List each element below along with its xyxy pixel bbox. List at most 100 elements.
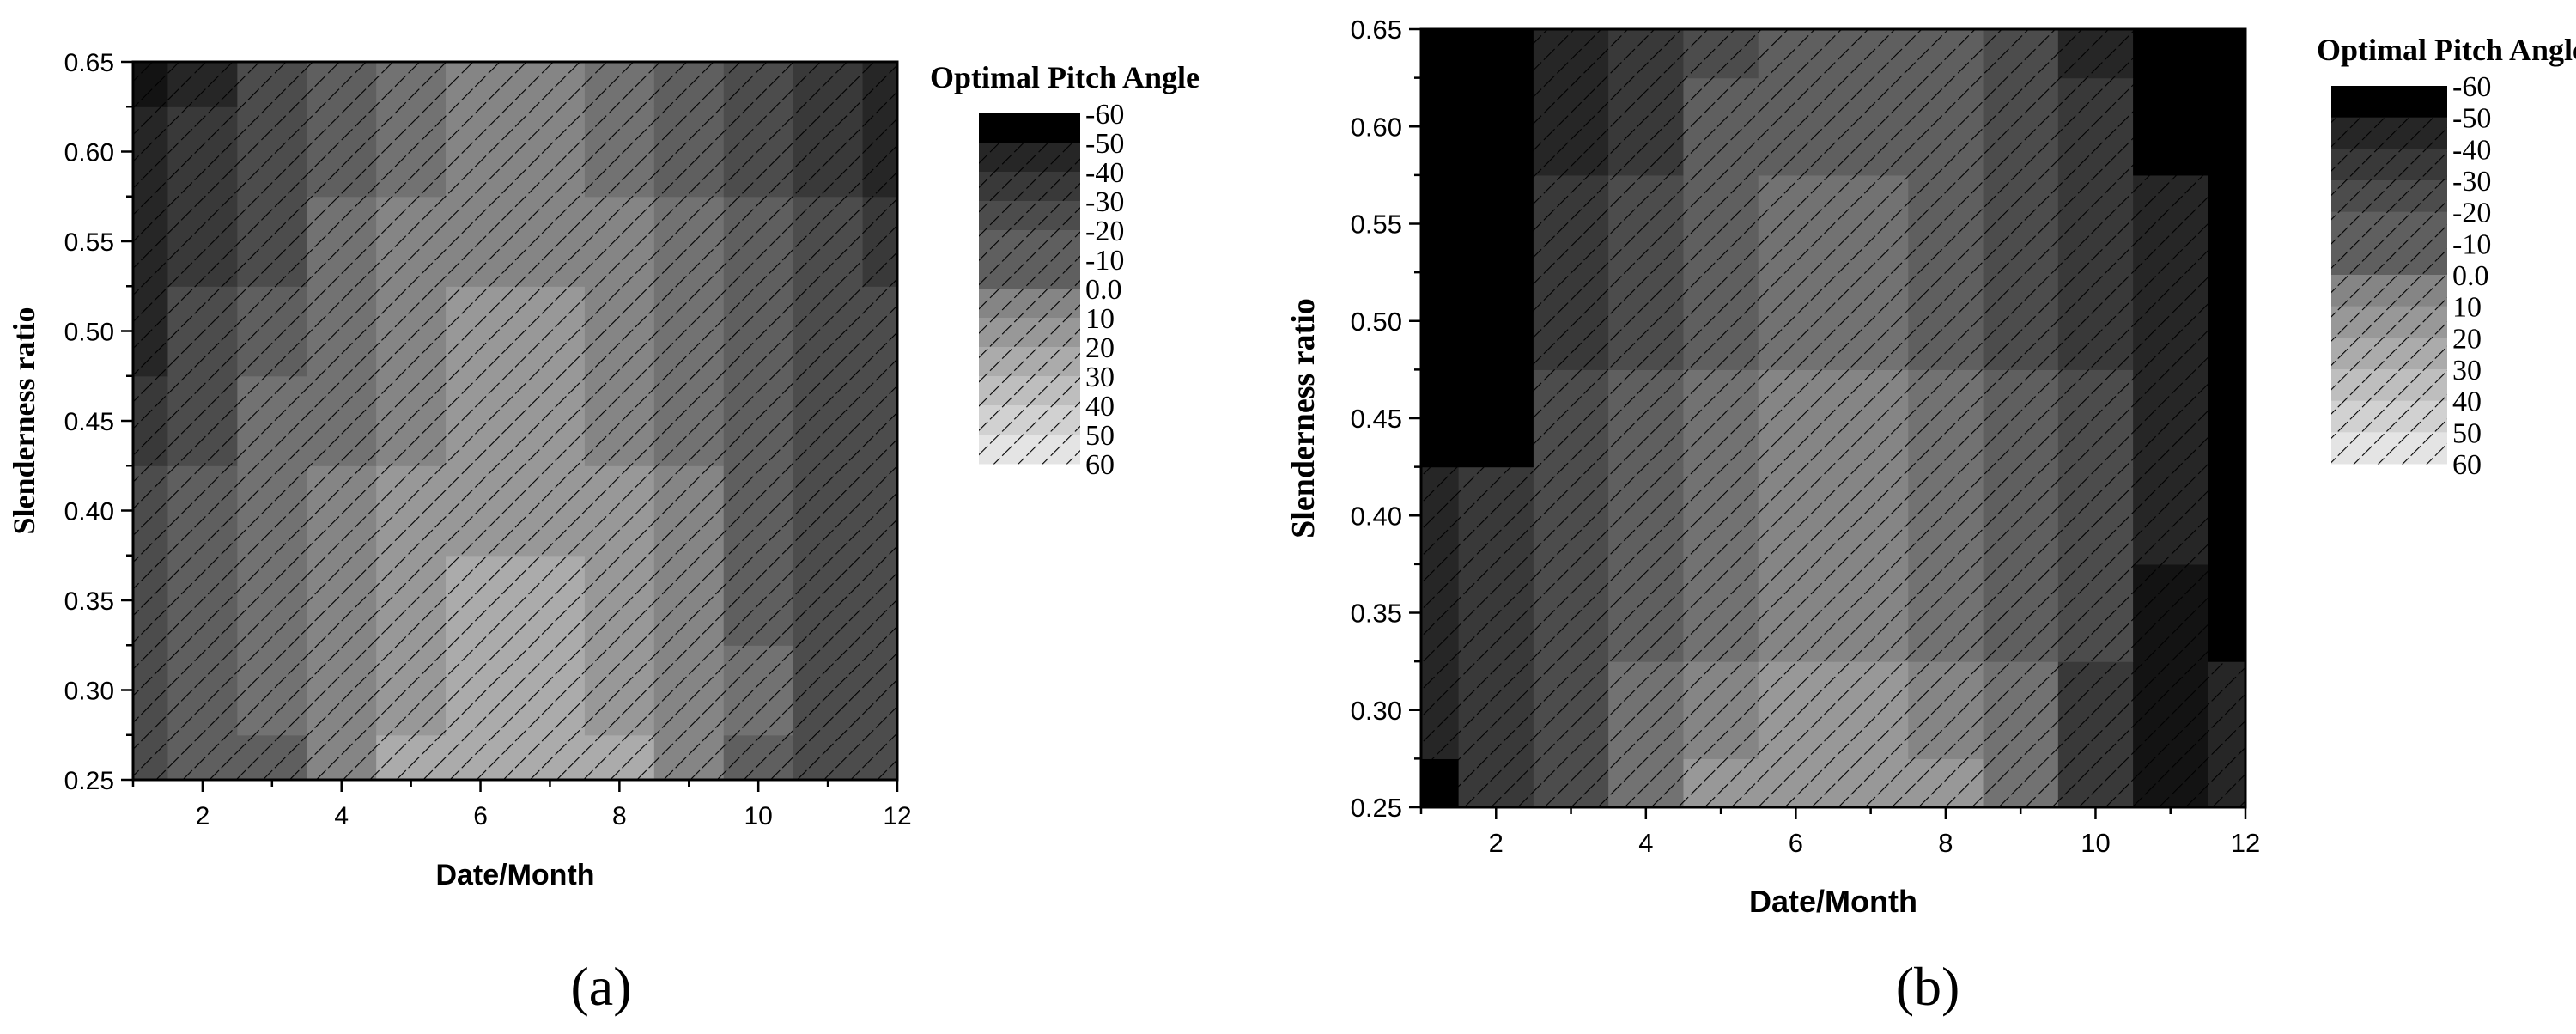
heatmap-cell — [376, 465, 447, 557]
heatmap-cell — [723, 465, 794, 557]
heatmap-cell — [515, 62, 586, 107]
heatmap-cell — [237, 465, 307, 557]
heatmap-cell — [1983, 29, 2059, 79]
heatmap-cell — [2133, 174, 2208, 273]
heatmap-cell — [1683, 466, 1759, 565]
heatmap-cell — [793, 645, 864, 736]
heatmap-cell — [1983, 466, 2059, 565]
x-tick-label: 2 — [1489, 828, 1504, 858]
heatmap-cell — [515, 645, 586, 736]
heatmap-cell — [1421, 272, 1460, 370]
heatmap-cell — [1833, 369, 1909, 468]
heatmap-cell — [1683, 29, 1759, 79]
y-axis-label: Slenderness ratio — [7, 307, 41, 535]
heatmap-cell — [793, 286, 864, 377]
heatmap-cell — [862, 734, 898, 781]
x-axis-label: Date/Month — [1749, 884, 1917, 919]
heatmap-cell — [2133, 661, 2208, 759]
heatmap-cell — [1458, 29, 1534, 79]
y-tick-label: 0.30 — [1351, 696, 1402, 726]
colorbar-swatch — [2331, 243, 2447, 276]
heatmap-cell — [2208, 466, 2246, 565]
heatmap-cell — [2133, 77, 2208, 176]
heatmap-cell — [584, 734, 655, 781]
heatmap-cell — [1683, 174, 1759, 273]
heatmap-cell — [1608, 369, 1685, 468]
heatmap-cell — [1608, 758, 1685, 808]
heatmap-cell — [1908, 758, 1984, 808]
colorbar-level-label: 60 — [1085, 449, 1115, 481]
heatmap-cell — [1908, 174, 1984, 273]
heatmap-cell — [446, 62, 516, 107]
colorbar-swatch — [2331, 117, 2447, 149]
heatmap-cell — [1983, 174, 2059, 273]
colorbar-level-label: -20 — [1085, 216, 1124, 247]
y-axis-label: Slenderness ratio — [1285, 298, 1321, 538]
heatmap-cell — [793, 106, 864, 198]
heatmap-cell — [2057, 758, 2134, 808]
heatmap-cell — [1908, 369, 1984, 468]
heatmap-cell — [133, 555, 169, 646]
heatmap-cell — [167, 286, 238, 377]
y-tick-label: 0.30 — [64, 678, 114, 706]
heatmap-cell — [1458, 563, 1534, 662]
heatmap-cell — [793, 465, 864, 557]
heatmap-cell — [307, 465, 377, 557]
colorbar-level-label: -20 — [2452, 198, 2491, 229]
heatmap-cell — [2133, 272, 2208, 370]
heatmap-cell — [862, 555, 898, 646]
x-tick-label: 2 — [196, 802, 210, 830]
heatmap-cell — [584, 555, 655, 646]
colorbar-level-label: -60 — [1085, 99, 1124, 131]
heatmap-cell — [653, 375, 725, 466]
heatmap-cell — [1458, 369, 1534, 468]
colorbar-level-label: 10 — [2452, 292, 2482, 324]
y-tick-label: 0.25 — [64, 767, 114, 795]
heatmap-cell — [1608, 466, 1685, 565]
heatmap-cell — [1833, 758, 1909, 808]
heatmap-cell — [1458, 77, 1534, 176]
heatmap-cell — [1421, 661, 1460, 759]
y-tick-label: 0.55 — [1351, 210, 1402, 240]
y-tick-label: 0.40 — [1351, 501, 1402, 531]
colorbar-swatch — [979, 201, 1080, 231]
colorbar-level-label: 0.0 — [1085, 274, 1122, 306]
heatmap-cell — [653, 196, 725, 287]
heatmap-cell — [133, 465, 169, 557]
colorbar-level-label: 0.0 — [2452, 260, 2489, 292]
x-tick-label: 8 — [1938, 828, 1953, 858]
colorbar-level-label: -50 — [2452, 103, 2491, 135]
heatmap-cell — [1833, 466, 1909, 565]
heatmap-cell — [1758, 369, 1834, 468]
heatmap-cell — [133, 375, 169, 466]
heatmap-cell — [653, 645, 725, 736]
heatmap-cell — [2208, 369, 2246, 468]
heatmap-cell — [307, 106, 377, 198]
heatmap-cell — [862, 465, 898, 557]
heatmap-cell — [1683, 77, 1759, 176]
heatmap-cell — [446, 106, 516, 198]
colorbar-swatch — [2331, 369, 2447, 402]
heatmap-cell — [515, 375, 586, 466]
heatmap-cell — [376, 555, 447, 646]
heatmap-cell — [1833, 272, 1909, 370]
heatmap-cell — [723, 734, 794, 781]
heatmap-cell — [376, 196, 447, 287]
colorbar-swatch — [2331, 306, 2447, 338]
heatmap-cell — [376, 62, 447, 107]
heatmap-cell — [1421, 29, 1460, 79]
colorbar-level-label: 50 — [1085, 420, 1115, 452]
heatmap-cell — [133, 734, 169, 781]
x-axis-ticks: 2 4 6 8 10 12 — [131, 780, 912, 830]
heatmap-cell — [1458, 661, 1534, 759]
heatmap-cell — [446, 555, 516, 646]
heatmap-cell — [2208, 661, 2246, 759]
colorbar-title: Optimal Pitch Angle — [930, 60, 1200, 94]
y-tick-label: 0.45 — [1351, 404, 1402, 434]
heatmap-cell — [167, 375, 238, 466]
heatmap-cell — [723, 196, 794, 287]
heatmap-cell — [1758, 758, 1834, 808]
